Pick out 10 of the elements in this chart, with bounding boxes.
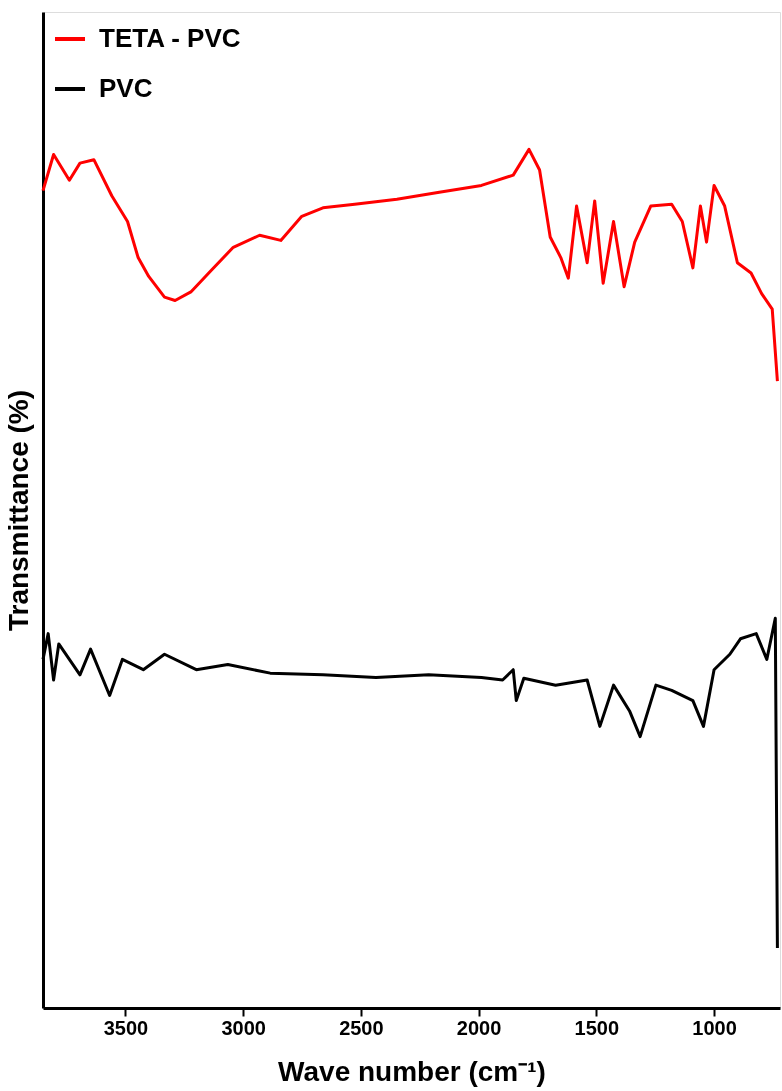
y-axis-title: Transmittance (%)	[2, 389, 34, 632]
x-tick-label: 3500	[103, 1016, 149, 1039]
x-tick-label: 1500	[574, 1016, 620, 1039]
x-tick-label: 3000	[221, 1016, 266, 1039]
legend-label: TETA - PVC	[99, 23, 241, 53]
x-tick-label: 2000	[456, 1016, 502, 1039]
x-axis-title: Wave number (cm⁻¹)	[278, 1055, 546, 1087]
x-tick-label: 2500	[339, 1016, 384, 1039]
legend-label: PVC	[99, 73, 153, 103]
x-tick-label: 1000	[692, 1016, 737, 1039]
